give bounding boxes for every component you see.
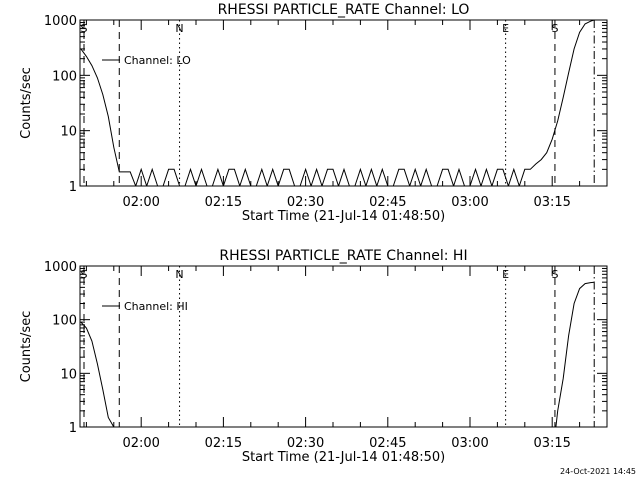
chart-1-x-tick-label: 02:15 (205, 195, 242, 210)
chart-1-x-axis-label: Start Time (21-Jul-14 01:48:50) (242, 209, 445, 224)
chart-1-title: RHESSI PARTICLE_RATE Channel: LO (218, 2, 470, 18)
chart-2-marker-label-5: S (551, 268, 558, 281)
chart-2-x-tick-label: 03:00 (451, 436, 488, 451)
generation-timestamp: 24-Oct-2021 14:45 (560, 467, 636, 476)
chart-2-x-tick-label: 02:00 (122, 436, 159, 451)
chart-2-marker-label-3: N (175, 268, 183, 281)
chart-1-marker-label-5: S (551, 22, 558, 35)
chart-2-series-line-1 (80, 281, 595, 427)
chart-1-plot-frame (79, 19, 608, 187)
chart-2-plot-frame (79, 265, 608, 428)
chart-1-panel: RHESSI PARTICLE_RATE Channel: LO 1 10 100 10… (19, 2, 608, 224)
chart-2-x-tick-label: 03:15 (533, 436, 570, 451)
chart-1-y-tick-label: 1000 (44, 14, 77, 29)
chart-2-title: RHESSI PARTICLE_RATE Channel: HI (219, 248, 467, 264)
chart-2-x-tick-label: 02:30 (287, 436, 324, 451)
chart-2-y-tick-label: 10 (60, 367, 77, 382)
chart-1-y-axis-label: Counts/sec (19, 67, 34, 139)
chart-1-legend-label: Channel: LO (124, 54, 191, 67)
chart-1-y-tick-label: 100 (52, 69, 77, 84)
chart-2-marker-label-4: E (502, 268, 509, 281)
chart-1-x-tick-label: 03:00 (451, 195, 488, 210)
chart-1-marker-label-1: S (81, 22, 88, 35)
chart-1-x-tick-label: 02:00 (122, 195, 159, 210)
chart-1-series-line-1 (80, 20, 595, 186)
chart-1-marker-label-3: N (175, 22, 183, 35)
chart-2-y-tick-label: 1000 (44, 260, 77, 275)
chart-2-y-tick-label: 1 (69, 421, 77, 436)
chart-1-x-tick-label: 02:30 (287, 195, 324, 210)
chart-1-x-tick-label: 02:45 (369, 195, 406, 210)
chart-2-y-tick-label: 100 (52, 314, 77, 329)
chart-2-legend-label: Channel: HI (124, 300, 188, 313)
chart-2-marker-label-1: S (81, 268, 88, 281)
chart-1-x-tick-label: 03:15 (533, 195, 570, 210)
chart-1-marker-label-4: E (502, 22, 509, 35)
chart-2-x-axis-label: Start Time (21-Jul-14 01:48:50) (242, 450, 445, 465)
chart-1-y-tick-label: 10 (60, 125, 77, 140)
chart-2-y-axis-label: Counts/sec (19, 311, 34, 383)
chart-1-y-tick-label: 1 (69, 180, 77, 195)
chart-2-x-tick-label: 02:45 (369, 436, 406, 451)
chart-2-x-tick-label: 02:15 (205, 436, 242, 451)
chart-2-panel: RHESSI PARTICLE_RATE Channel: HI 1 10 100 10… (19, 248, 608, 465)
